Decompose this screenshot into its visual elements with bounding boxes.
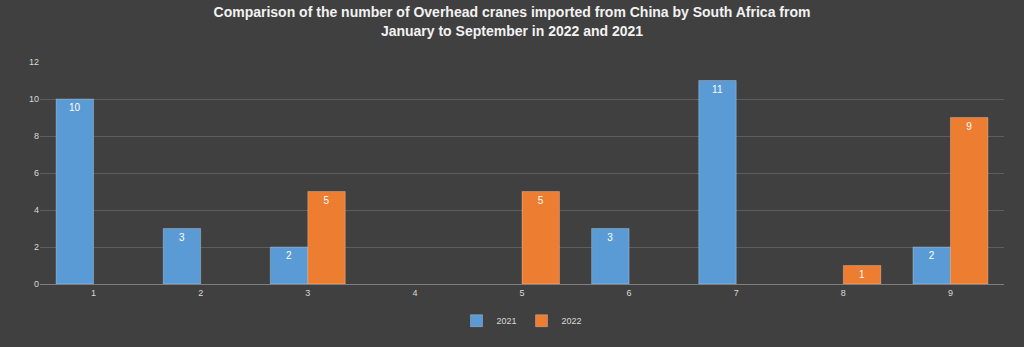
svg-text:9: 9 — [966, 121, 972, 132]
svg-text:2: 2 — [286, 250, 292, 261]
svg-text:10: 10 — [69, 102, 81, 113]
svg-text:1: 1 — [91, 288, 96, 298]
svg-text:4: 4 — [34, 205, 39, 215]
svg-text:6: 6 — [627, 288, 632, 298]
svg-text:1: 1 — [859, 269, 865, 280]
svg-text:9: 9 — [948, 288, 953, 298]
svg-text:12: 12 — [29, 57, 39, 67]
svg-text:8: 8 — [841, 288, 846, 298]
svg-text:3: 3 — [607, 232, 613, 243]
svg-text:4: 4 — [412, 288, 417, 298]
svg-text:5: 5 — [538, 195, 544, 206]
svg-text:6: 6 — [34, 168, 39, 178]
svg-text:0: 0 — [34, 279, 39, 289]
svg-text:3: 3 — [179, 232, 185, 243]
svg-text:5: 5 — [519, 288, 524, 298]
svg-text:2: 2 — [929, 250, 935, 261]
svg-text:2021: 2021 — [497, 316, 517, 326]
svg-text:8: 8 — [34, 131, 39, 141]
svg-text:10: 10 — [29, 94, 39, 104]
svg-text:7: 7 — [734, 288, 739, 298]
svg-text:2: 2 — [198, 288, 203, 298]
svg-text:11: 11 — [712, 84, 723, 95]
svg-text:5: 5 — [324, 195, 330, 206]
svg-text:2022: 2022 — [562, 316, 582, 326]
svg-text:2: 2 — [34, 242, 39, 252]
svg-text:3: 3 — [305, 288, 310, 298]
svg-text:Comparison of the number of Ov: Comparison of the number of Overhead cra… — [214, 4, 811, 38]
